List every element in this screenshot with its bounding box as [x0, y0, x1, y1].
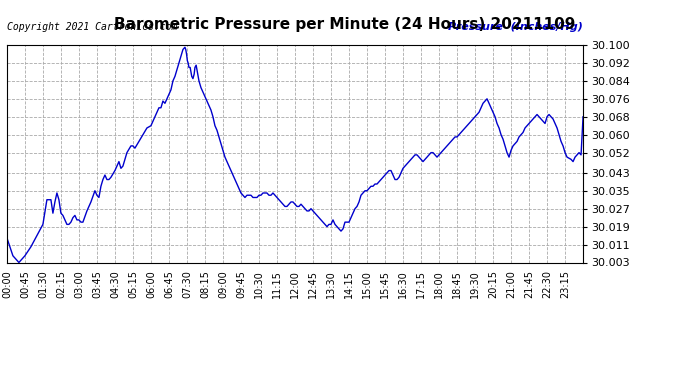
Text: Barometric Pressure per Minute (24 Hours) 20211109: Barometric Pressure per Minute (24 Hours… — [115, 17, 575, 32]
Text: Pressure  (Inches/Hg): Pressure (Inches/Hg) — [448, 22, 583, 32]
Text: Copyright 2021 Cartronics.com: Copyright 2021 Cartronics.com — [7, 22, 177, 32]
